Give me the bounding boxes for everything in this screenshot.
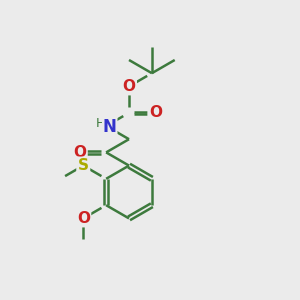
Text: O: O (122, 79, 136, 94)
Text: O: O (73, 145, 86, 160)
Text: O: O (149, 105, 162, 120)
Text: O: O (77, 211, 90, 226)
Text: H: H (96, 117, 105, 130)
Text: S: S (78, 158, 89, 173)
Text: N: N (103, 118, 117, 136)
